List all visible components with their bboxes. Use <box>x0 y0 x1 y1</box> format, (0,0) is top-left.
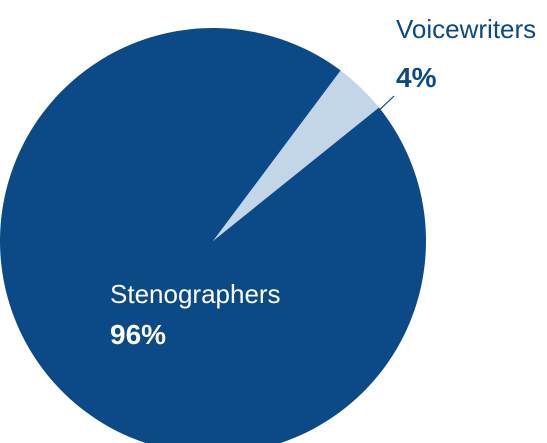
voicewriters-label: Voicewriters <box>396 14 536 44</box>
voicewriters-percent: 4% <box>396 62 437 93</box>
pie-slice-voicewriters <box>213 70 379 242</box>
pie-slice-stenographers <box>0 28 426 443</box>
stenographers-percent: 96% <box>110 319 166 350</box>
voicewriters-leader-line <box>344 95 395 144</box>
pie-slices <box>0 28 426 443</box>
stenographers-label: Stenographers <box>110 279 281 309</box>
